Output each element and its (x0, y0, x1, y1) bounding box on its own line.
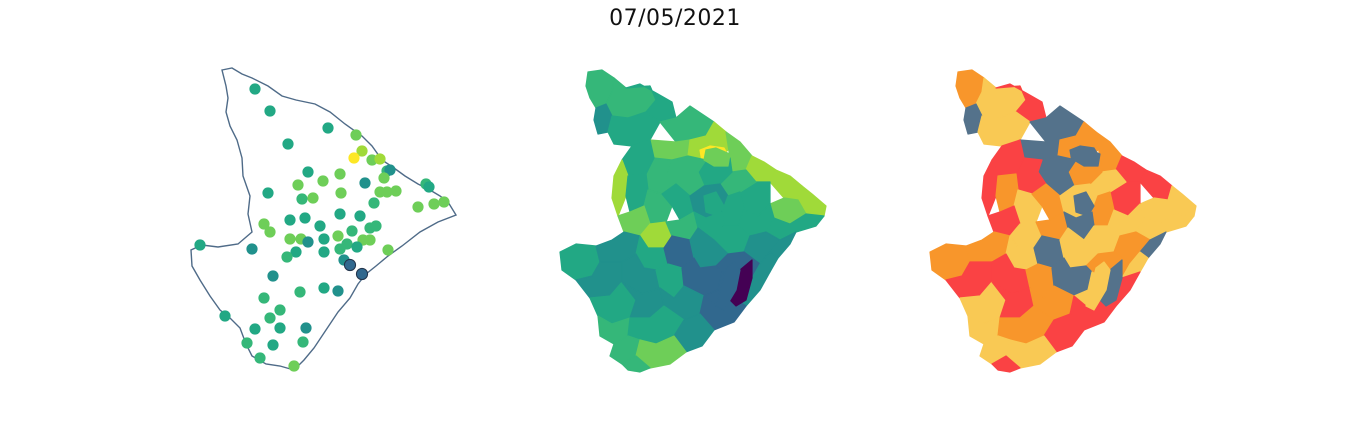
viridis-region (703, 147, 731, 167)
station-point (282, 138, 294, 150)
station-point (288, 360, 300, 372)
station-point (332, 285, 344, 297)
municipality-choropleth-alert (929, 69, 1197, 373)
station-point (334, 243, 346, 255)
station-point (317, 175, 329, 187)
station-point (428, 198, 440, 210)
station-point (258, 292, 270, 304)
alert-region (1085, 261, 1111, 311)
station-point (318, 233, 330, 245)
station-point (390, 185, 402, 197)
station-point (354, 210, 366, 222)
station-point (194, 239, 206, 251)
alert-region (1121, 251, 1149, 279)
station-point (318, 246, 330, 258)
viridis-region (715, 261, 741, 311)
station-point (343, 258, 357, 272)
station-point (384, 164, 396, 176)
station-point (249, 323, 261, 335)
station-point (307, 192, 319, 204)
station-point (334, 208, 346, 220)
station-point (264, 105, 276, 117)
station-point (322, 122, 334, 134)
station-point (281, 251, 293, 263)
station-point (264, 226, 276, 238)
station-point (300, 322, 312, 334)
municipality-choropleth-viridis (559, 69, 827, 373)
station-point (370, 220, 382, 232)
viridis-region (769, 231, 797, 259)
station-point (302, 236, 314, 248)
station-point (274, 322, 286, 334)
station-point (359, 177, 371, 189)
station-point (296, 193, 308, 205)
station-point (219, 310, 231, 322)
page-title: 07/05/2021 (609, 6, 741, 31)
station-point (294, 286, 306, 298)
viridis-region (751, 251, 779, 279)
station-point (314, 220, 326, 232)
station-point (374, 153, 386, 165)
station-point (274, 304, 286, 316)
station-point (299, 212, 311, 224)
alert-region (1073, 191, 1095, 217)
station-point (249, 83, 261, 95)
station-point (332, 230, 344, 242)
station-point (297, 336, 309, 348)
viridis-regions (559, 69, 827, 373)
viridis-region (703, 191, 725, 217)
station-point (290, 246, 302, 258)
alert-region (1139, 169, 1173, 201)
station-points (194, 83, 450, 372)
station-point (368, 197, 380, 209)
station-point (246, 243, 258, 255)
station-points-map (190, 67, 457, 372)
station-point (423, 181, 435, 193)
station-point (364, 234, 376, 246)
viridis-region (621, 355, 651, 373)
station-point (302, 166, 314, 178)
station-point (356, 145, 368, 157)
alert-region (991, 355, 1021, 373)
station-point (378, 172, 390, 184)
station-point (284, 233, 296, 245)
station-point (318, 282, 330, 294)
station-point (262, 187, 274, 199)
station-point (258, 218, 270, 230)
station-point (381, 186, 393, 198)
station-point (267, 270, 279, 282)
station-point (267, 339, 279, 351)
station-point (351, 241, 363, 253)
alert-region (981, 159, 999, 217)
station-point (284, 214, 296, 226)
alert-region (1139, 231, 1167, 259)
station-point (355, 267, 369, 281)
station-point (346, 225, 358, 237)
station-point (438, 196, 450, 208)
station-point (382, 244, 394, 256)
alert-regions (929, 69, 1197, 373)
station-point (334, 168, 346, 180)
station-point (292, 179, 304, 191)
alert-region (1073, 147, 1101, 167)
station-point (412, 201, 424, 213)
station-point (254, 352, 266, 364)
station-point (264, 312, 276, 324)
station-point (241, 337, 253, 349)
viridis-region (611, 159, 629, 217)
station-point (348, 152, 360, 164)
state-outline (190, 67, 457, 371)
station-point (335, 187, 347, 199)
viridis-region (769, 169, 803, 201)
station-point (350, 129, 362, 141)
